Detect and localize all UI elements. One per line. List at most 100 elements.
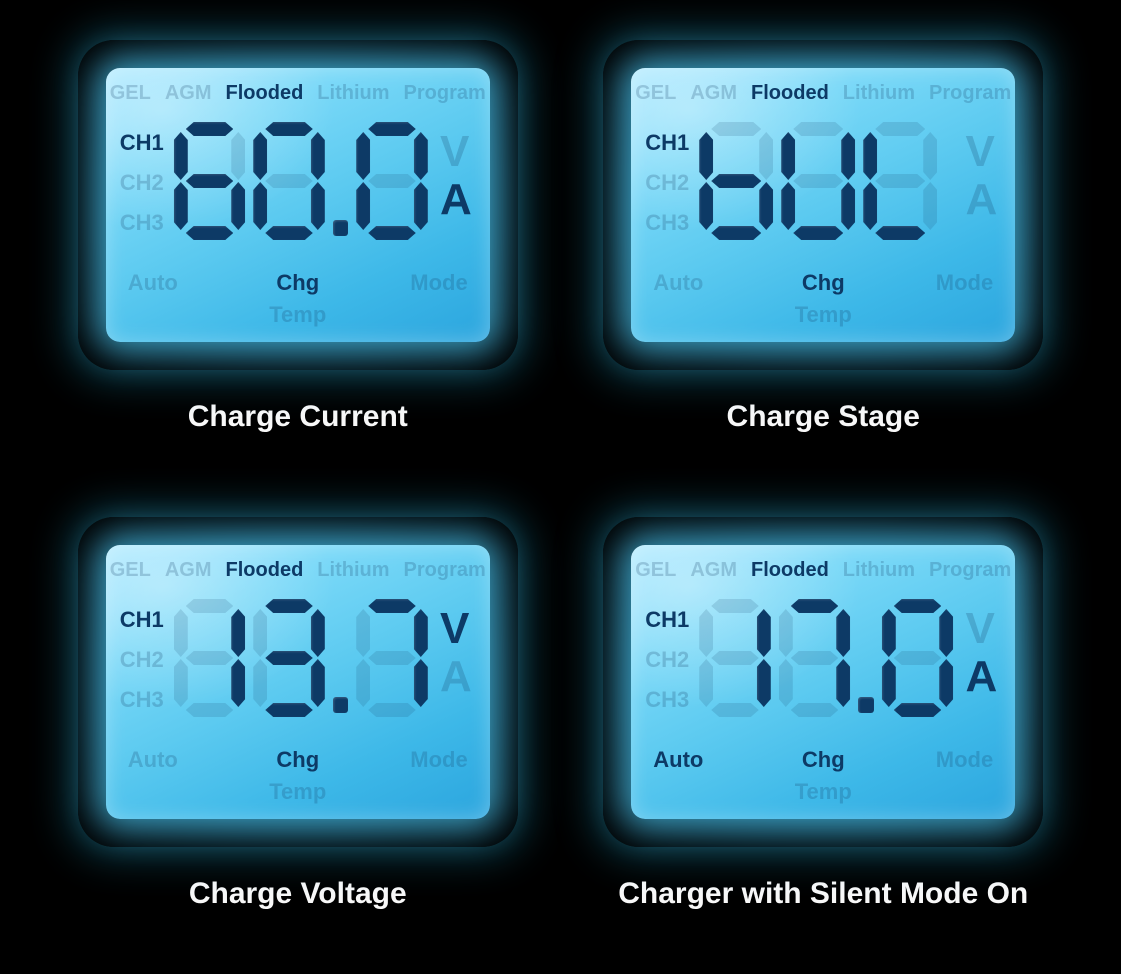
type-flooded: Flooded (751, 82, 829, 105)
segment-d (894, 703, 942, 717)
segment-g (265, 174, 313, 188)
segment-d (711, 703, 759, 717)
bottom-row-2: Temp (106, 779, 490, 805)
battery-type-row: GEL AGM Flooded Lithium Program (106, 82, 490, 105)
segment-c (841, 182, 855, 230)
digit (699, 599, 771, 717)
type-flooded: Flooded (226, 82, 304, 105)
segment-d (875, 226, 925, 240)
segment-c (231, 659, 245, 707)
type-gel: GEL (110, 559, 151, 582)
lcd-frame: GEL AGM Flooded Lithium Program CH1 CH2 … (603, 517, 1043, 847)
segment-g (711, 174, 761, 188)
bottom-row-2: Temp (106, 302, 490, 328)
digit (356, 122, 428, 240)
label-mode: Mode (936, 270, 993, 296)
channel-1: CH1 (120, 607, 164, 633)
lcd-frame: GEL AGM Flooded Lithium Program CH1 CH2 … (78, 40, 518, 370)
lcd-frame: GEL AGM Flooded Lithium Program CH1 CH2 … (603, 40, 1043, 370)
unit-a: A (440, 178, 472, 222)
segment-c (414, 659, 428, 707)
unit-a: A (965, 178, 997, 222)
digit-display (174, 120, 428, 240)
segment-f (863, 132, 877, 180)
battery-type-row: GEL AGM Flooded Lithium Program (631, 82, 1015, 105)
segment-e (253, 182, 267, 230)
segment-d (791, 703, 839, 717)
decimal-point (333, 697, 348, 713)
segment-f (699, 609, 713, 657)
segment-b (311, 609, 325, 657)
segment-g (711, 651, 759, 665)
type-lithium: Lithium (317, 82, 389, 105)
segment-a (186, 122, 234, 136)
segment-e (356, 182, 370, 230)
type-gel: GEL (110, 82, 151, 105)
segment-c (414, 182, 428, 230)
panel-silent-mode: GEL AGM Flooded Lithium Program CH1 CH2 … (581, 517, 1067, 944)
segment-c (311, 659, 325, 707)
channel-3: CH3 (645, 687, 689, 713)
decimal-point (333, 220, 348, 236)
type-program: Program (929, 559, 1011, 582)
segment-f (174, 609, 188, 657)
digit (781, 122, 855, 240)
channel-column: CH1 CH2 CH3 (120, 130, 164, 236)
panel-charge-voltage: GEL AGM Flooded Lithium Program CH1 CH2 … (55, 517, 541, 944)
segment-c (759, 182, 773, 230)
digit (174, 599, 246, 717)
segment-g (368, 174, 416, 188)
segment-e (174, 182, 188, 230)
lcd-screen: GEL AGM Flooded Lithium Program CH1 CH2 … (106, 68, 490, 342)
type-lithium: Lithium (843, 82, 915, 105)
type-program: Program (929, 82, 1011, 105)
segment-g (186, 174, 234, 188)
panel-caption: Charge Voltage (189, 877, 407, 911)
channel-2: CH2 (120, 647, 164, 673)
battery-type-row: GEL AGM Flooded Lithium Program (631, 559, 1015, 582)
segment-f (356, 609, 370, 657)
segment-e (781, 182, 795, 230)
label-chg: Chg (276, 747, 319, 773)
segment-c (923, 182, 937, 230)
unit-v: V (440, 607, 472, 651)
segment-g (793, 174, 843, 188)
channel-2: CH2 (120, 170, 164, 196)
segment-b (414, 132, 428, 180)
segment-g (894, 651, 942, 665)
unit-column: V A (440, 607, 472, 699)
segment-f (253, 132, 267, 180)
channel-column: CH1 CH2 CH3 (645, 130, 689, 236)
digit (863, 122, 937, 240)
digit (356, 599, 428, 717)
segment-e (699, 182, 713, 230)
panel-caption: Charge Current (188, 400, 408, 434)
channel-3: CH3 (120, 687, 164, 713)
segment-b (939, 609, 953, 657)
segment-a (186, 599, 234, 613)
type-lithium: Lithium (317, 559, 389, 582)
label-chg: Chg (802, 747, 845, 773)
bottom-row-2: Temp (631, 302, 1015, 328)
segment-a (791, 599, 839, 613)
digit-display (699, 120, 953, 240)
channel-2: CH2 (645, 647, 689, 673)
unit-column: V A (965, 130, 997, 222)
channel-3: CH3 (645, 210, 689, 236)
channel-1: CH1 (120, 130, 164, 156)
unit-v: V (440, 130, 472, 174)
unit-column: V A (440, 130, 472, 222)
digit-display (699, 597, 953, 717)
segment-e (174, 659, 188, 707)
label-chg: Chg (802, 270, 845, 296)
segment-g (875, 174, 925, 188)
panel-caption: Charger with Silent Mode On (618, 877, 1028, 911)
segment-c (231, 182, 245, 230)
segment-a (711, 122, 761, 136)
type-program: Program (404, 559, 486, 582)
channel-1: CH1 (645, 130, 689, 156)
segment-e (863, 182, 877, 230)
segment-a (894, 599, 942, 613)
segment-b (841, 132, 855, 180)
digit (253, 122, 325, 240)
